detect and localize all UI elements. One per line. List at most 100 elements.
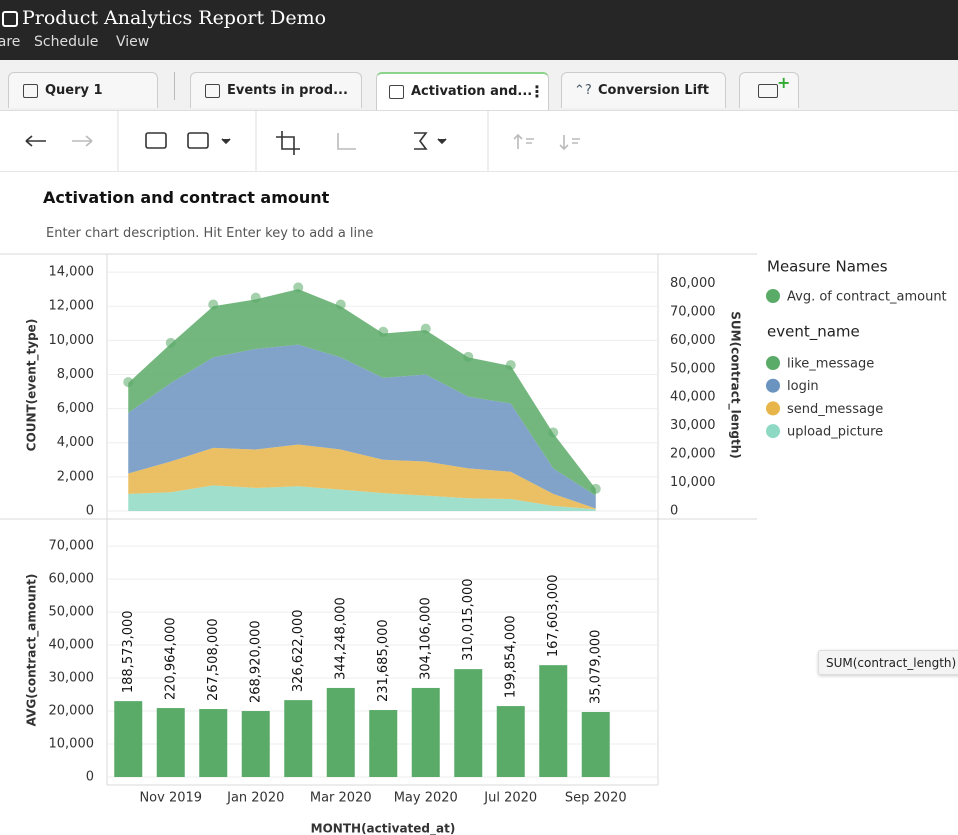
tab[interactable]: ⌃? Conversion Lift — [561, 72, 726, 108]
bar — [114, 701, 143, 777]
y2-axis-title: SUM(contract_length) — [728, 311, 743, 458]
bar-label: 268,920,000 — [248, 620, 263, 703]
tab-bar: Query 1 Events in prod... Activation and… — [0, 60, 958, 111]
legend-label: login — [787, 379, 819, 394]
y-tick-label: 8,000 — [57, 367, 94, 382]
tab-label: Conversion Lift — [598, 83, 709, 98]
x-tick-label: Jan 2020 — [226, 791, 284, 806]
area — [128, 289, 596, 496]
point — [123, 377, 134, 388]
bar — [581, 712, 610, 777]
tab-menu[interactable]: ⋮ — [529, 82, 545, 101]
legend-title: Measure Names — [767, 258, 888, 276]
menu-item[interactable]: View — [116, 34, 150, 50]
bar — [496, 706, 525, 777]
point — [548, 427, 559, 438]
y-tick-label: 0 — [86, 504, 94, 519]
dropdown[interactable] — [221, 138, 231, 145]
tab[interactable]: Events in prod... — [190, 72, 362, 108]
app-title: Product Analytics Report Demo — [22, 7, 327, 29]
legend-label: like_message — [787, 357, 874, 372]
bar — [284, 700, 313, 777]
legend-swatch — [766, 289, 780, 303]
chart-title: Activation and contract amount — [43, 188, 330, 207]
bar-label: 199,854,000 — [503, 615, 518, 698]
y-tick-label: 2,000 — [57, 469, 94, 484]
bar — [199, 709, 228, 777]
area — [128, 344, 596, 509]
y-tick-label: 0 — [670, 504, 678, 519]
point — [335, 299, 346, 310]
y-tick-label: 40,000 — [49, 638, 95, 653]
x-axis-title: MONTH(activated_at) — [311, 822, 456, 835]
y-tick-label: 6,000 — [57, 401, 94, 416]
area — [128, 444, 596, 510]
bar — [411, 687, 440, 777]
y-tick-label: 70,000 — [49, 539, 95, 554]
bar — [539, 665, 568, 777]
tab[interactable]: Activation and... ⋮ — [376, 72, 549, 110]
point — [463, 351, 474, 362]
x-tick-label: Mar 2020 — [310, 791, 372, 806]
legend-label: upload_picture — [787, 425, 883, 440]
legend-label: send_message — [787, 402, 883, 417]
menu-item[interactable]: Share — [0, 34, 21, 50]
point — [420, 323, 431, 334]
y-tick-label: 4,000 — [57, 435, 94, 450]
x-tick-label: Jul 2020 — [483, 791, 537, 806]
tab-label: Activation and... — [411, 84, 533, 99]
point — [165, 337, 176, 348]
tooltip: SUM(contract_length) — [818, 650, 958, 675]
swap-button[interactable] — [276, 131, 300, 155]
tab-icon: ⌃? — [574, 83, 592, 98]
tab-label: Events in prod... — [227, 83, 348, 98]
menu-item[interactable]: Schedule — [34, 34, 99, 50]
y-tick-label: 70,000 — [670, 304, 716, 319]
y-tick-label: 10,000 — [670, 475, 716, 490]
add-chart-button[interactable] — [145, 132, 167, 149]
back-button[interactable] — [25, 135, 46, 147]
sort-ascending[interactable] — [513, 133, 534, 149]
new-tab[interactable]: + — [739, 72, 799, 108]
forward-button[interactable] — [72, 135, 93, 147]
area — [128, 485, 596, 511]
legend-swatch — [766, 378, 780, 393]
y-axis-title: COUNT(event_type) — [25, 319, 40, 452]
legend-label: Avg. of contract_amount — [787, 290, 947, 305]
bar-label: 344,248,000 — [333, 597, 348, 680]
aggregate-button[interactable] — [414, 132, 428, 150]
y-tick-label: 50,000 — [49, 605, 95, 620]
chart-description[interactable]: Enter chart description. Hit Enter key t… — [46, 226, 374, 241]
bar-label: 304,106,000 — [418, 597, 433, 680]
y-tick-label: 10,000 — [49, 737, 95, 752]
point — [590, 483, 601, 494]
y-tick-label: 40,000 — [670, 390, 716, 405]
bar-label: 188,573,000 — [121, 610, 136, 693]
point — [250, 292, 261, 303]
y-tick-label: 0 — [86, 770, 94, 785]
x-tick-label: Sep 2020 — [565, 791, 627, 806]
y-tick-label: 30,000 — [49, 671, 95, 686]
x-tick-label: May 2020 — [394, 791, 458, 806]
toolbar — [0, 111, 958, 172]
bar-label: 220,964,000 — [163, 617, 178, 700]
chart-type-button[interactable] — [187, 132, 209, 149]
tab[interactable]: Query 1 — [8, 72, 158, 108]
y-tick-label: 10,000 — [49, 333, 95, 348]
axis-button[interactable] — [337, 133, 356, 150]
bar — [369, 710, 398, 777]
app-header: Product Analytics Report Demo Share Sche… — [0, 0, 958, 60]
point — [293, 282, 304, 293]
bar-label: 310,015,000 — [461, 578, 476, 661]
y-axis-title: AVG(contract_amount) — [25, 574, 40, 727]
y-tick-label: 14,000 — [49, 265, 95, 280]
dropdown[interactable] — [437, 138, 447, 145]
legend-swatch — [766, 356, 780, 370]
y-tick-label: 50,000 — [670, 361, 716, 376]
bar-label: 267,508,000 — [206, 618, 221, 701]
y-tick-label: 80,000 — [670, 276, 716, 291]
point — [505, 360, 516, 371]
y-tick-label: 20,000 — [670, 447, 716, 462]
sort-descending[interactable] — [559, 135, 580, 151]
